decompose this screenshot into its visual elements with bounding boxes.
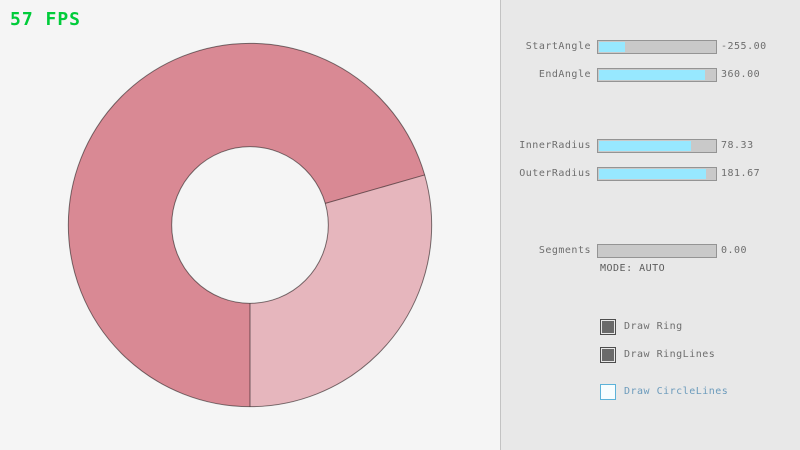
slider-label-inner-radius: InnerRadius bbox=[519, 140, 591, 151]
slider-row-outer-radius: OuterRadius 181.67 bbox=[0, 167, 800, 181]
slider-fill bbox=[599, 169, 707, 179]
slider-value-start-angle: -255.00 bbox=[721, 41, 767, 52]
fps-counter: 57 FPS bbox=[10, 9, 82, 30]
slider-value-end-angle: 360.00 bbox=[721, 69, 761, 80]
slider-row-end-angle: EndAngle 360.00 bbox=[0, 68, 800, 82]
slider-label-end-angle: EndAngle bbox=[538, 69, 591, 80]
checkbox-draw-ringlines[interactable]: Draw RingLines bbox=[600, 347, 790, 363]
slider-fill bbox=[599, 141, 692, 151]
slider-value-inner-radius: 78.33 bbox=[721, 140, 754, 151]
checkbox-box-draw-circlelines[interactable] bbox=[600, 384, 616, 400]
slider-end-angle[interactable] bbox=[597, 68, 717, 82]
slider-row-inner-radius: InnerRadius 78.33 bbox=[0, 139, 800, 153]
checkbox-box-draw-ring[interactable] bbox=[600, 319, 616, 335]
checkbox-draw-circlelines[interactable]: Draw CircleLines bbox=[600, 384, 790, 400]
checkbox-box-draw-ringlines[interactable] bbox=[600, 347, 616, 363]
slider-label-start-angle: StartAngle bbox=[525, 41, 591, 52]
slider-value-segments: 0.00 bbox=[721, 245, 748, 256]
slider-label-segments: Segments bbox=[538, 245, 591, 256]
slider-row-segments: Segments 0.00 bbox=[0, 244, 800, 258]
checkbox-label-draw-ringlines: Draw RingLines bbox=[624, 349, 716, 360]
slider-segments[interactable] bbox=[597, 244, 717, 258]
slider-fill bbox=[599, 42, 625, 52]
checkbox-label-draw-ring: Draw Ring bbox=[624, 321, 683, 332]
slider-outer-radius[interactable] bbox=[597, 167, 717, 181]
slider-value-outer-radius: 181.67 bbox=[721, 168, 761, 179]
donut-ring bbox=[67, 42, 433, 408]
slider-start-angle[interactable] bbox=[597, 40, 717, 54]
checkbox-draw-ring[interactable]: Draw Ring bbox=[600, 319, 790, 335]
checkbox-label-draw-circlelines: Draw CircleLines bbox=[624, 386, 729, 397]
segments-mode-label: MODE: AUTO bbox=[600, 263, 666, 274]
slider-row-start-angle: StartAngle -255.00 bbox=[0, 40, 800, 54]
slider-inner-radius[interactable] bbox=[597, 139, 717, 153]
slider-fill bbox=[599, 70, 706, 80]
slider-label-outer-radius: OuterRadius bbox=[519, 168, 591, 179]
